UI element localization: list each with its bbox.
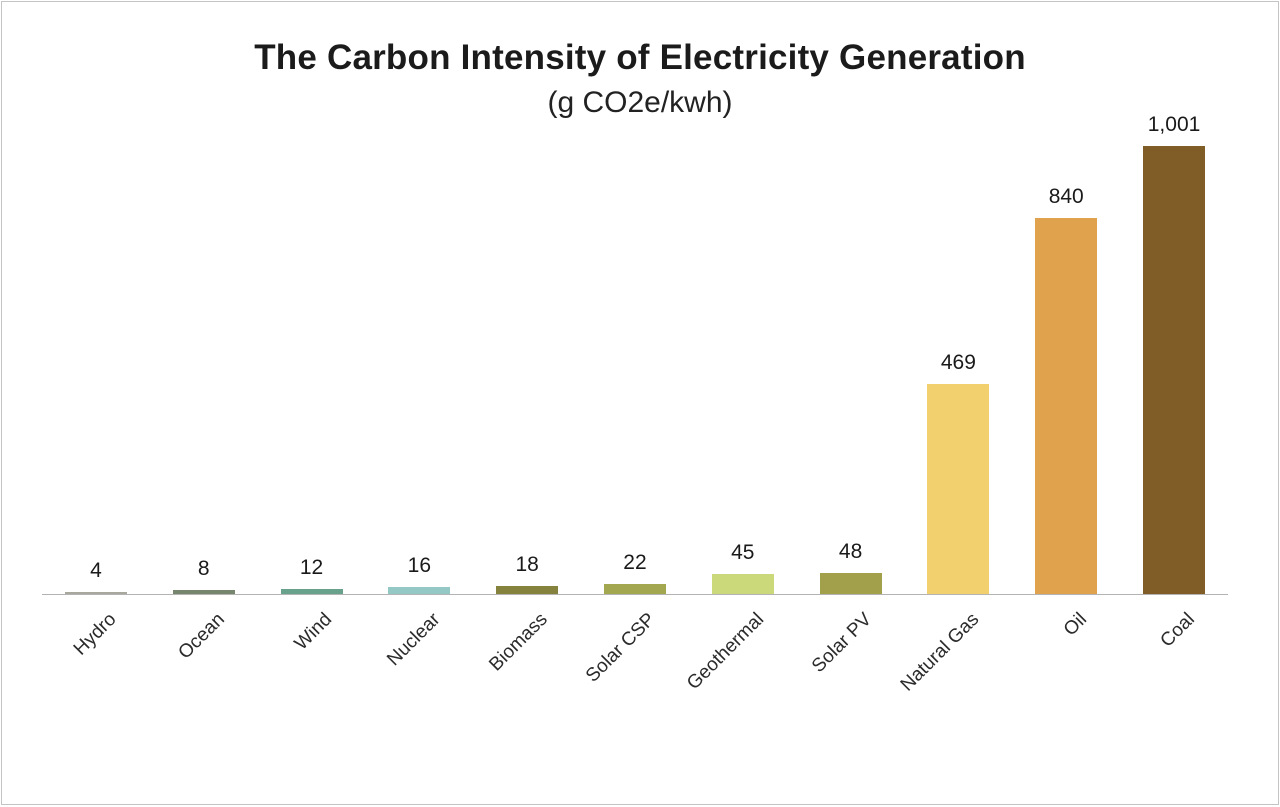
bar-hydro bbox=[64, 592, 127, 594]
x-label-cell: Nuclear bbox=[365, 595, 473, 753]
x-label-cell: Oil bbox=[1012, 595, 1120, 753]
x-label-cell: Biomass bbox=[473, 595, 581, 753]
x-axis-label-biomass: Biomass bbox=[485, 609, 553, 676]
bar-value-label: 469 bbox=[940, 351, 976, 374]
bar-wind bbox=[280, 589, 343, 594]
x-axis-label-wind: Wind bbox=[290, 609, 337, 655]
bar-group-coal: 1,001 bbox=[1120, 113, 1228, 594]
plot-area: 4 8 12 16 18 22 45 48 469 840 1,001 bbox=[42, 113, 1228, 594]
bar-value-label: 840 bbox=[1048, 185, 1084, 208]
bar-value-label: 48 bbox=[838, 540, 863, 563]
bar-group-solar-pv: 48 bbox=[797, 540, 905, 594]
bar-value-label: 8 bbox=[197, 557, 210, 580]
x-label-cell: Geothermal bbox=[683, 595, 797, 753]
bar-solar-pv bbox=[819, 573, 882, 594]
bar-value-label: 18 bbox=[515, 553, 539, 576]
bar-value-label: 22 bbox=[623, 551, 647, 574]
x-axis-label-ocean: Ocean bbox=[174, 609, 229, 664]
x-axis-label-coal: Coal bbox=[1156, 609, 1199, 652]
bar-group-oil: 840 bbox=[1012, 185, 1120, 594]
bar-oil bbox=[1035, 218, 1098, 594]
chart-header: The Carbon Intensity of Electricity Gene… bbox=[2, 2, 1278, 120]
x-axis-label-solar-pv: Solar PV bbox=[807, 609, 876, 677]
x-label-cell: Solar PV bbox=[797, 595, 905, 753]
bar-group-geothermal: 45 bbox=[689, 541, 797, 594]
bar-group-hydro: 4 bbox=[42, 559, 150, 594]
x-axis-label-oil: Oil bbox=[1059, 609, 1092, 641]
x-label-cell: Wind bbox=[258, 595, 366, 753]
bar-geothermal bbox=[711, 574, 774, 594]
bar-group-solar-csp: 22 bbox=[581, 551, 689, 594]
bar-group-ocean: 8 bbox=[150, 557, 258, 594]
bar-value-label: 4 bbox=[90, 559, 102, 582]
x-label-cell: Coal bbox=[1120, 595, 1228, 753]
bar-solar-csp bbox=[603, 584, 666, 594]
plot-wrapper: 4 8 12 16 18 22 45 48 469 840 1,001 Hydro Ocean Wind… bbox=[2, 113, 1278, 753]
bar-group-natural-gas: 469 bbox=[905, 351, 1013, 594]
bar-group-wind: 12 bbox=[258, 556, 366, 594]
x-axis-label-nuclear: Nuclear bbox=[383, 609, 445, 671]
bar-value-label: 45 bbox=[731, 541, 755, 564]
x-axis-labels: Hydro Ocean Wind Nuclear Biomass Solar CSP Geo… bbox=[42, 595, 1228, 753]
bar-coal bbox=[1143, 146, 1206, 594]
x-label-cell: Solar CSP bbox=[581, 595, 689, 753]
x-axis-label-natural-gas: Natural Gas bbox=[896, 609, 984, 696]
bar-biomass bbox=[496, 586, 559, 594]
bar-value-label: 16 bbox=[407, 554, 432, 577]
chart-subtitle: (g CO2e/kwh) bbox=[547, 86, 733, 119]
x-axis-label-solar-csp: Solar CSP bbox=[582, 609, 660, 687]
bar-ocean bbox=[172, 590, 235, 594]
bar-nuclear bbox=[388, 587, 451, 594]
bar-natural-gas bbox=[927, 384, 990, 594]
bar-group-biomass: 18 bbox=[473, 553, 581, 594]
x-label-cell: Ocean bbox=[150, 595, 258, 753]
chart-title: The Carbon Intensity of Electricity Gene… bbox=[254, 38, 1026, 77]
bars-container: 4 8 12 16 18 22 45 48 469 840 1,001 bbox=[42, 113, 1228, 594]
bar-value-label: 1,001 bbox=[1147, 113, 1201, 136]
bar-group-nuclear: 16 bbox=[365, 554, 473, 594]
x-axis-label-hydro: Hydro bbox=[70, 609, 121, 660]
x-axis-label-geothermal: Geothermal bbox=[682, 609, 768, 695]
bar-value-label: 12 bbox=[299, 556, 324, 579]
x-label-cell: Hydro bbox=[42, 595, 150, 753]
x-label-cell: Natural Gas bbox=[897, 595, 1013, 753]
x-axis-line bbox=[42, 594, 1228, 595]
